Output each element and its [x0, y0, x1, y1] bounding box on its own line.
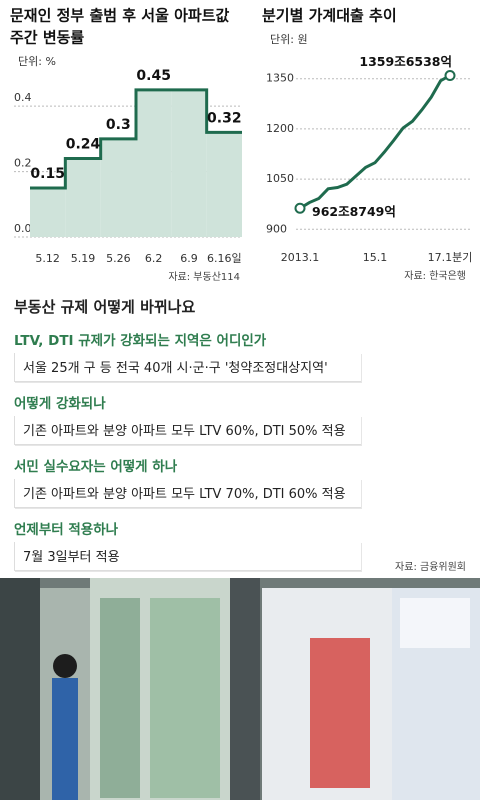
x-tick-label: 6.16일 [207, 251, 242, 265]
chart-title: 주간 변동률 [10, 29, 84, 47]
line [299, 74, 451, 210]
value-label: 0.24 [66, 137, 101, 153]
chart-source: 자료: 부동산114 [168, 271, 240, 283]
y-tick-label: 900 [266, 222, 287, 235]
x-tick-label: 5.12 [35, 252, 60, 265]
y-tick-label: 1050 [266, 172, 294, 185]
question: LTV, DTI 규제가 강화되는 지역은 어디인가 [14, 333, 267, 349]
end-marker [294, 202, 306, 214]
answer: 기존 아파트와 분양 아파트 모두 LTV 70%, DTI 60% 적용 [14, 479, 361, 508]
value-label: 0.3 [106, 117, 131, 133]
step-area [171, 89, 207, 237]
qa-source: 자료: 금융위원회 [395, 562, 466, 573]
question: 어떻게 강화되나 [14, 396, 106, 412]
x-tick-label: 6.2 [145, 252, 163, 265]
x-tick-label: 5.26 [106, 252, 131, 265]
value-label: 1359조6538억 [359, 54, 452, 69]
chart-title: 문재인 정부 출범 후 서울 아파트값 [10, 7, 230, 25]
answer: 서울 25개 구 등 전국 40개 시·군·구 '청약조정대상지역' [14, 353, 361, 382]
answer: 기존 아파트와 분양 아파트 모두 LTV 60%, DTI 50% 적용 [14, 416, 361, 445]
step-area [100, 138, 136, 237]
question: 서민 실수요자는 어떻게 하나 [14, 459, 178, 475]
step-area [136, 89, 172, 237]
y-tick-label: 1200 [266, 122, 294, 135]
qa-section: 부동산 규제 어떻게 바뀌나요 LTV, DTI 규제가 강화되는 지역은 어디… [14, 296, 470, 581]
y-tick-label: 0.4 [14, 91, 32, 104]
step-line [30, 88, 242, 190]
value-label: 0.15 [30, 166, 65, 182]
step-area [206, 132, 242, 237]
x-tick-label: 5.19 [71, 252, 96, 265]
unit-label: 단위: % [18, 55, 56, 68]
y-tick-label: 1350 [266, 72, 294, 85]
step-area [65, 158, 101, 237]
step-area [30, 187, 66, 237]
value-label: 962조8749억 [312, 204, 396, 219]
end-marker [444, 70, 456, 82]
x-tick-label: 17.1분기 [428, 251, 473, 264]
x-tick-label: 15.1 [363, 251, 388, 264]
question: 언제부터 적용하나 [14, 522, 119, 538]
x-tick-label: 2013.1 [281, 251, 320, 264]
y-tick-label: 0.0 [14, 222, 32, 235]
y-tick-label: 0.2 [14, 157, 32, 170]
chart-source: 자료: 한국은행 [404, 270, 466, 282]
photo [0, 578, 480, 800]
qa-heading: 부동산 규제 어떻게 바뀌나요 [14, 298, 196, 316]
chart-title: 분기별 가계대출 추이 [262, 7, 397, 25]
x-tick-label: 6.9 [180, 252, 198, 265]
unit-label: 단위: 원 [270, 33, 308, 46]
value-label: 0.45 [136, 68, 171, 84]
value-label: 0.32 [207, 110, 242, 126]
answer: 7월 3일부터 적용 [14, 542, 361, 571]
